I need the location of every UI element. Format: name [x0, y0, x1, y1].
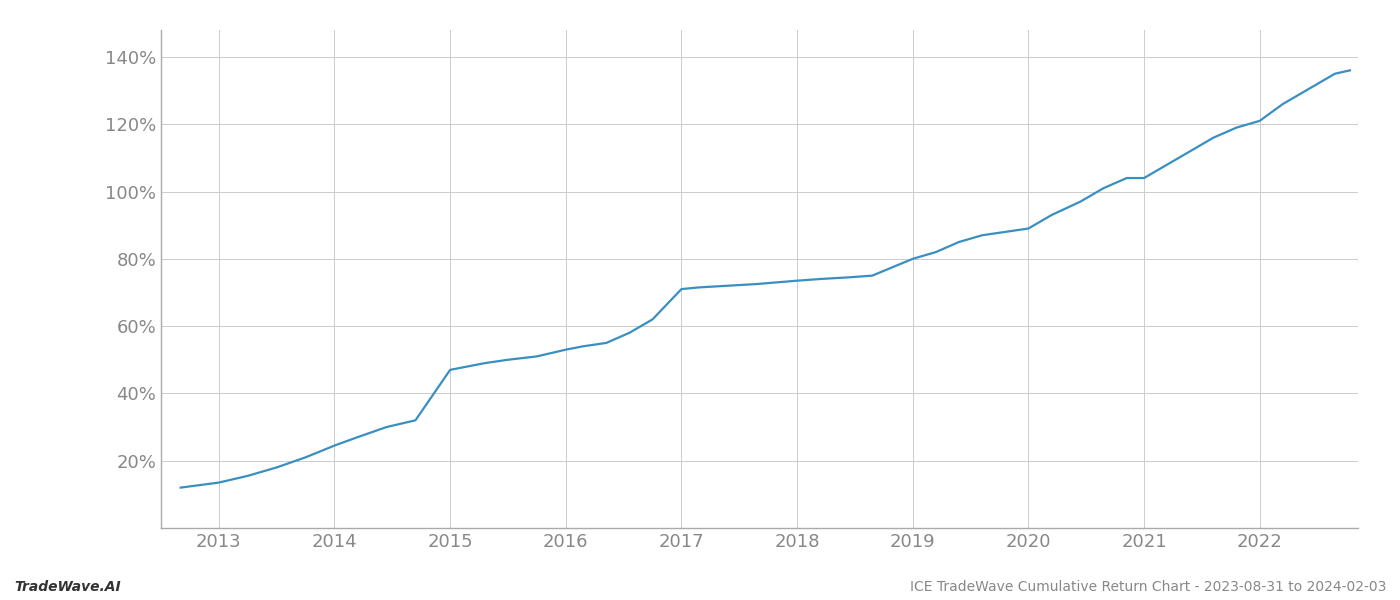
Text: ICE TradeWave Cumulative Return Chart - 2023-08-31 to 2024-02-03: ICE TradeWave Cumulative Return Chart - …	[910, 580, 1386, 594]
Text: TradeWave.AI: TradeWave.AI	[14, 580, 120, 594]
